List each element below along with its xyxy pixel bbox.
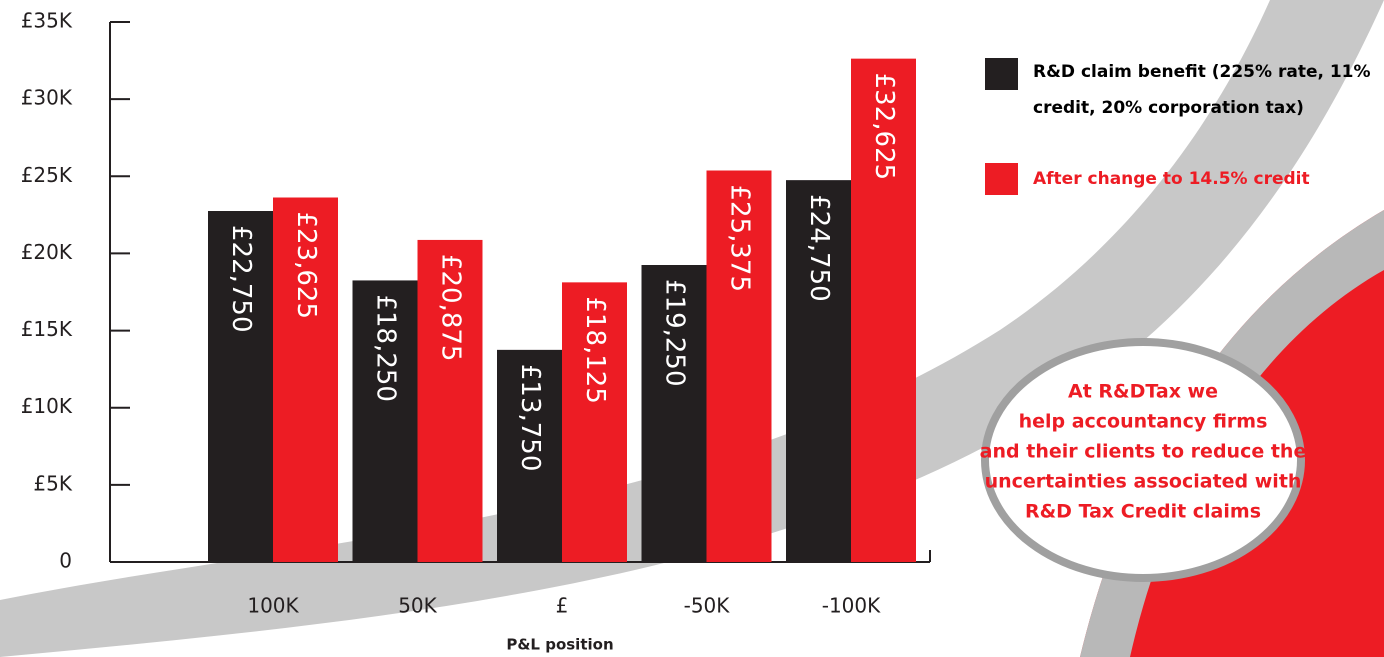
legend-swatch — [985, 163, 1018, 195]
x-tick-label: -100K — [822, 594, 881, 618]
plot: 0 £5K £10K £15K £20K £25K £30K £35K 100K £22,750 £… — [21, 9, 1307, 654]
annotation-line: uncertainties associated with — [985, 471, 1302, 493]
legend-swatch — [985, 58, 1018, 90]
bar — [208, 211, 273, 562]
y-tick-label: 0 — [59, 549, 72, 573]
value-label: £24,750 — [804, 194, 834, 302]
annotation-line: help accountancy firms — [1019, 411, 1268, 433]
bar — [562, 282, 627, 562]
y-tick-label: £15K — [21, 317, 73, 341]
value-label: £19,250 — [660, 279, 690, 387]
annotation-line: At R&DTax we — [1068, 381, 1218, 403]
value-label: £20,875 — [436, 254, 466, 362]
y-tick-label: £10K — [21, 394, 73, 418]
y-tick-label: £35K — [21, 9, 73, 33]
annotation-circle — [981, 338, 1305, 582]
x-tick-label: 100K — [247, 594, 299, 618]
value-label: £25,375 — [725, 185, 755, 293]
value-label: £22,750 — [226, 225, 256, 333]
x-tick-label: -50K — [684, 594, 731, 618]
x-tick-label: 50K — [398, 594, 437, 618]
bar — [497, 349, 562, 562]
value-label: £13,750 — [515, 364, 545, 472]
y-tick-label: £5K — [33, 471, 72, 495]
value-label: £32,625 — [869, 73, 899, 181]
bar — [706, 170, 772, 562]
bar — [851, 58, 916, 563]
annotation-line: and their clients to reduce the — [980, 441, 1307, 463]
value-label: £23,625 — [291, 212, 321, 320]
y-tick-label: £20K — [21, 240, 73, 264]
value-label: £18,125 — [580, 296, 610, 404]
legend-label: After change to 14.5% credit — [1033, 169, 1310, 189]
bar — [273, 197, 338, 562]
annotation-line: R&D Tax Credit claims — [1025, 501, 1261, 523]
y-tick-label: £30K — [21, 86, 73, 110]
x-axis-label: P&L position — [506, 636, 613, 654]
y-tick-label: £25K — [21, 163, 73, 187]
bar — [641, 265, 707, 562]
bar — [417, 239, 483, 562]
bar — [352, 280, 418, 562]
x-tick-label: £ — [556, 594, 569, 618]
legend-label: R&D claim benefit (225% rate, 11% credit… — [1033, 62, 1371, 118]
bar — [786, 180, 851, 562]
value-label: £18,250 — [371, 294, 401, 402]
